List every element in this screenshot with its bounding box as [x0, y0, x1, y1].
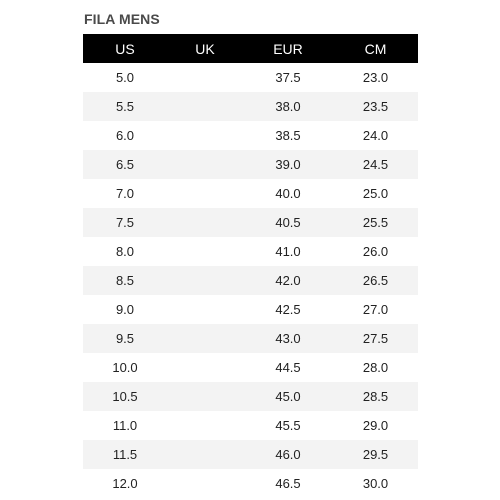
table-header: US UK EUR CM: [83, 34, 418, 63]
cell-us: 8.5: [83, 266, 167, 295]
cell-cm: 26.5: [333, 266, 418, 295]
table-body: 5.0 37.5 23.0 5.5 38.0 23.5 6.0 38.5 24.0 6.5 39.0…: [83, 63, 418, 498]
size-chart-table: US UK EUR CM 5.0 37.5 23.0 5.5 38.0 23.5 6.0 38…: [83, 34, 418, 498]
table-row: 6.0 38.5 24.0: [83, 121, 418, 150]
cell-eur: 43.0: [243, 324, 333, 353]
table-row: 6.5 39.0 24.5: [83, 150, 418, 179]
column-header-cm: CM: [333, 34, 418, 63]
cell-us: 12.0: [112, 476, 138, 491]
table-row: 9.5 43.0 27.5: [83, 324, 418, 353]
cell-eur: 41.0: [275, 244, 301, 259]
cell-uk: [167, 266, 243, 295]
cell-uk: [167, 150, 243, 179]
cell-cm: 24.5: [333, 150, 418, 179]
cell-us: 10.0: [112, 360, 138, 375]
cell-eur: 37.5: [275, 70, 301, 85]
cell-eur: 40.0: [275, 186, 301, 201]
cell-eur: 46.5: [275, 476, 301, 491]
page-title: FILA MENS: [84, 11, 160, 27]
table-row: 10.5 45.0 28.5: [83, 382, 418, 411]
header-row: US UK EUR CM: [83, 34, 418, 63]
column-header-us: US: [83, 34, 167, 63]
table-row: 5.5 38.0 23.5: [83, 92, 418, 121]
cell-uk: [167, 179, 243, 208]
cell-uk: [167, 382, 243, 411]
cell-cm: 24.0: [362, 128, 389, 143]
cell-cm: 28.0: [362, 360, 389, 375]
cell-us: 8.0: [115, 244, 135, 259]
cell-us: 6.0: [115, 128, 135, 143]
cell-us: 7.0: [115, 186, 135, 201]
cell-us: 7.5: [83, 208, 167, 237]
table-row: 8.0 41.0 26.0: [83, 237, 418, 266]
cell-uk: [167, 353, 243, 382]
cell-eur: 44.5: [275, 360, 301, 375]
cell-eur: 40.5: [243, 208, 333, 237]
cell-uk: [167, 324, 243, 353]
cell-eur: 38.5: [275, 128, 301, 143]
cell-uk: [167, 440, 243, 469]
cell-us: 5.0: [115, 70, 135, 85]
cell-us: 10.5: [83, 382, 167, 411]
cell-uk: [167, 92, 243, 121]
cell-cm: 27.5: [333, 324, 418, 353]
cell-cm: 29.0: [362, 418, 389, 433]
cell-cm: 23.5: [333, 92, 418, 121]
cell-uk: [167, 469, 243, 498]
cell-us: 5.5: [83, 92, 167, 121]
cell-us: 9.0: [115, 302, 135, 317]
cell-cm: 29.5: [333, 440, 418, 469]
cell-eur: 45.5: [275, 418, 301, 433]
cell-us: 9.5: [83, 324, 167, 353]
cell-uk: [167, 63, 243, 92]
cell-cm: 28.5: [333, 382, 418, 411]
cell-cm: 25.5: [333, 208, 418, 237]
column-header-uk: UK: [167, 34, 243, 63]
cell-cm: 25.0: [362, 186, 389, 201]
cell-cm: 30.0: [362, 476, 389, 491]
cell-eur: 42.0: [243, 266, 333, 295]
table-row: 7.5 40.5 25.5: [83, 208, 418, 237]
table-row: 5.0 37.5 23.0: [83, 63, 418, 92]
cell-us: 6.5: [83, 150, 167, 179]
table-row: 11.0 45.5 29.0: [83, 411, 418, 440]
table-row: 8.5 42.0 26.5: [83, 266, 418, 295]
table-row: 9.0 42.5 27.0: [83, 295, 418, 324]
cell-eur: 39.0: [243, 150, 333, 179]
table-row: 7.0 40.0 25.0: [83, 179, 418, 208]
cell-eur: 42.5: [275, 302, 301, 317]
cell-uk: [167, 208, 243, 237]
cell-cm: 27.0: [362, 302, 389, 317]
cell-cm: 26.0: [362, 244, 389, 259]
table-row: 10.0 44.5 28.0: [83, 353, 418, 382]
cell-eur: 38.0: [243, 92, 333, 121]
cell-uk: [167, 295, 243, 324]
cell-us: 11.5: [83, 440, 167, 469]
table-row: 12.0 46.5 30.0: [83, 469, 418, 498]
cell-eur: 46.0: [243, 440, 333, 469]
column-header-eur: EUR: [243, 34, 333, 63]
cell-us: 11.0: [112, 418, 138, 433]
cell-uk: [167, 121, 243, 150]
cell-uk: [167, 237, 243, 266]
cell-eur: 45.0: [243, 382, 333, 411]
table-row: 11.5 46.0 29.5: [83, 440, 418, 469]
cell-uk: [167, 411, 243, 440]
cell-cm: 23.0: [362, 70, 389, 85]
